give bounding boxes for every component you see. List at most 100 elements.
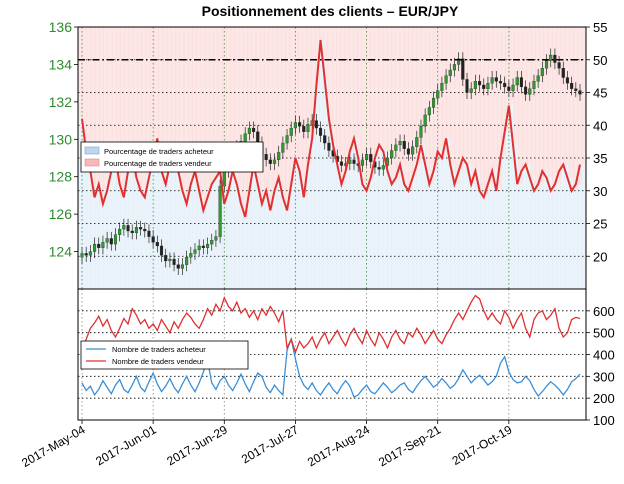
band-acheteur bbox=[365, 190, 371, 289]
candle-body bbox=[172, 258, 176, 265]
band-vendeur bbox=[577, 27, 583, 185]
band-vendeur bbox=[99, 27, 104, 204]
band-acheteur bbox=[302, 197, 307, 289]
band-acheteur bbox=[285, 210, 291, 289]
band-acheteur bbox=[387, 171, 392, 289]
candle-body bbox=[159, 245, 164, 256]
band-vendeur bbox=[154, 27, 159, 139]
candle-body bbox=[180, 264, 184, 269]
candle-body bbox=[281, 142, 285, 153]
band-acheteur bbox=[158, 171, 164, 289]
band-acheteur bbox=[310, 138, 316, 289]
band-vendeur bbox=[560, 27, 566, 172]
band-vendeur bbox=[205, 27, 210, 198]
band-acheteur bbox=[276, 177, 282, 289]
band-acheteur bbox=[175, 171, 180, 289]
left-tick-label: 128 bbox=[49, 169, 73, 185]
candle-body bbox=[544, 60, 549, 69]
band-vendeur bbox=[243, 27, 248, 217]
candle-body bbox=[243, 133, 247, 142]
candle-body bbox=[302, 126, 306, 132]
band-acheteur bbox=[166, 164, 172, 289]
candle-body bbox=[431, 97, 436, 108]
right-tick-label: 40 bbox=[593, 118, 607, 133]
band-vendeur bbox=[382, 27, 388, 152]
band-vendeur bbox=[251, 27, 257, 165]
band-vendeur bbox=[564, 27, 570, 165]
band-acheteur bbox=[86, 171, 92, 289]
band-acheteur bbox=[78, 118, 83, 289]
candle-body bbox=[494, 77, 498, 82]
band-acheteur bbox=[255, 184, 261, 289]
right-tick-label: 45 bbox=[593, 86, 607, 101]
band-acheteur bbox=[399, 164, 405, 289]
band-vendeur bbox=[293, 27, 299, 158]
candle-body bbox=[515, 77, 519, 86]
band-acheteur bbox=[581, 164, 587, 289]
band-vendeur bbox=[120, 27, 125, 198]
band-acheteur bbox=[332, 144, 337, 289]
band-acheteur bbox=[480, 190, 485, 289]
band-acheteur bbox=[556, 184, 561, 289]
band-vendeur bbox=[429, 27, 434, 185]
band-vendeur bbox=[539, 27, 545, 185]
band-vendeur bbox=[391, 27, 396, 185]
candle-body bbox=[210, 240, 214, 245]
count-tick-label: 500 bbox=[593, 326, 615, 341]
band-acheteur bbox=[382, 151, 388, 289]
band-vendeur bbox=[509, 27, 515, 106]
band-vendeur bbox=[264, 27, 269, 191]
band-acheteur bbox=[433, 171, 439, 289]
candle-body bbox=[247, 127, 251, 134]
band-vendeur bbox=[298, 27, 303, 172]
band-vendeur bbox=[344, 27, 350, 172]
series-line-nombre-acheteur bbox=[81, 336, 581, 398]
right-tick-label: 35 bbox=[593, 151, 607, 166]
candle-body bbox=[289, 127, 293, 136]
band-vendeur bbox=[285, 27, 291, 211]
band-acheteur bbox=[298, 171, 303, 289]
band-acheteur bbox=[484, 197, 490, 289]
band-acheteur bbox=[488, 184, 494, 289]
candle-body bbox=[473, 81, 477, 89]
band-acheteur bbox=[171, 144, 176, 289]
candle-body bbox=[185, 257, 189, 265]
candle-body bbox=[561, 68, 565, 78]
band-vendeur bbox=[353, 27, 358, 139]
left-tick-label: 136 bbox=[49, 19, 73, 35]
right-tick-label: 25 bbox=[593, 217, 607, 232]
candle-body bbox=[201, 245, 205, 248]
candle-body bbox=[352, 159, 356, 164]
band-vendeur bbox=[319, 27, 324, 41]
band-vendeur bbox=[166, 27, 172, 165]
candle-body bbox=[214, 236, 218, 241]
band-vendeur bbox=[103, 27, 109, 191]
band-vendeur bbox=[522, 27, 528, 172]
candle-body bbox=[457, 58, 461, 65]
band-acheteur bbox=[221, 203, 227, 289]
band-acheteur bbox=[336, 164, 341, 289]
chart-title: Positionnement des clients – EUR/JPY bbox=[202, 3, 459, 19]
band-acheteur bbox=[120, 197, 125, 289]
band-acheteur bbox=[90, 197, 96, 289]
date-label: 2017-Sep-21 bbox=[376, 422, 443, 469]
top-legend: Pourcentage de traders acheteur Pourcent… bbox=[80, 141, 264, 173]
left-axis-ticks: 124 126 128 130 132 134 136 bbox=[49, 19, 78, 260]
band-acheteur bbox=[577, 184, 583, 289]
candle-body bbox=[461, 58, 465, 80]
band-vendeur bbox=[86, 27, 92, 172]
band-acheteur bbox=[226, 190, 231, 289]
date-label: 2017-Oct-19 bbox=[450, 422, 515, 468]
band-vendeur bbox=[302, 27, 307, 198]
band-vendeur bbox=[370, 27, 375, 178]
band-vendeur bbox=[403, 27, 409, 185]
date-label: 2017-May-04 bbox=[19, 422, 88, 470]
count-tick-label: 300 bbox=[593, 369, 615, 384]
band-vendeur bbox=[505, 27, 511, 132]
candle-body bbox=[503, 82, 507, 88]
left-tick-label: 134 bbox=[49, 56, 73, 72]
candle-body bbox=[511, 84, 515, 91]
price-panel: 124 126 128 130 132 134 136 20 25 30 35 40 45 50 55 P… bbox=[49, 19, 607, 290]
band-acheteur bbox=[454, 184, 460, 289]
candle-body bbox=[88, 251, 92, 256]
